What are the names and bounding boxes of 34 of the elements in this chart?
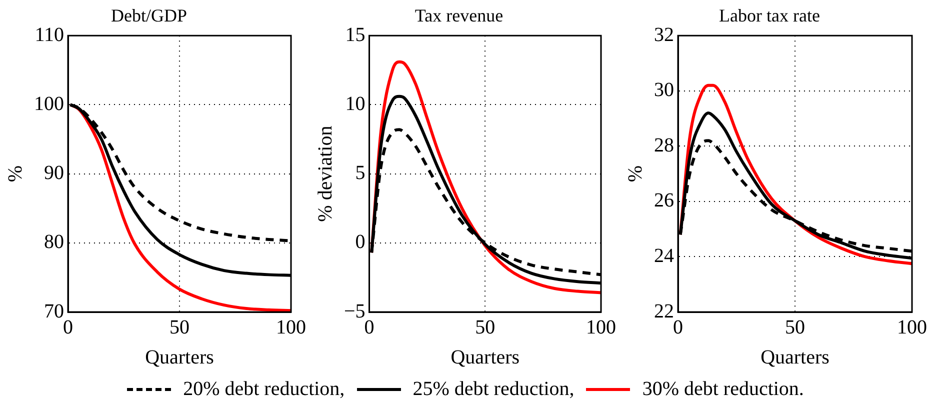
x-tick-label: 50	[785, 316, 805, 338]
y-tick-label: 80	[44, 231, 64, 254]
chart-title: Debt/GDP	[111, 6, 187, 26]
x-axis-title: Quarters	[450, 346, 520, 368]
y-axis-title: %	[4, 165, 26, 182]
y-tick-label: 110	[34, 24, 64, 46]
x-tick-label: 50	[475, 316, 496, 338]
y-tick-label: 5	[355, 162, 366, 184]
x-tick-label: 100	[586, 316, 616, 338]
legend-label: 25% debt reduction,	[412, 378, 574, 401]
y-tick-label: 15	[345, 24, 366, 46]
y-tick-label: 22	[654, 300, 674, 322]
legend-label: 30% debt reduction.	[642, 378, 804, 401]
y-tick-label: 24	[654, 244, 674, 267]
y-tick-label: 30	[654, 79, 674, 102]
chart-title: Tax revenue	[414, 6, 504, 26]
x-tick-label: 100	[276, 316, 306, 338]
y-tick-label: 28	[654, 134, 674, 156]
y-tick-label: 90	[44, 162, 64, 184]
y-tick-label: 32	[654, 24, 674, 46]
y-axis-title: % deviation	[314, 126, 336, 222]
chart-title: Labor tax rate	[719, 6, 820, 26]
x-axis-title: Quarters	[760, 346, 830, 368]
y-tick-label: 100	[34, 92, 64, 115]
y-tick-label: 70	[44, 300, 64, 322]
y-axis-title: %	[624, 165, 646, 182]
x-tick-label: 50	[170, 316, 190, 338]
y-tick-label: 26	[654, 190, 674, 212]
legend-label: 20% debt reduction,	[183, 378, 345, 401]
y-tick-label: 0	[355, 231, 366, 254]
x-tick-label: 100	[897, 316, 927, 338]
y-tick-label: −5	[344, 300, 366, 322]
x-axis-title: Quarters	[145, 346, 214, 368]
y-tick-label: 10	[345, 92, 366, 115]
